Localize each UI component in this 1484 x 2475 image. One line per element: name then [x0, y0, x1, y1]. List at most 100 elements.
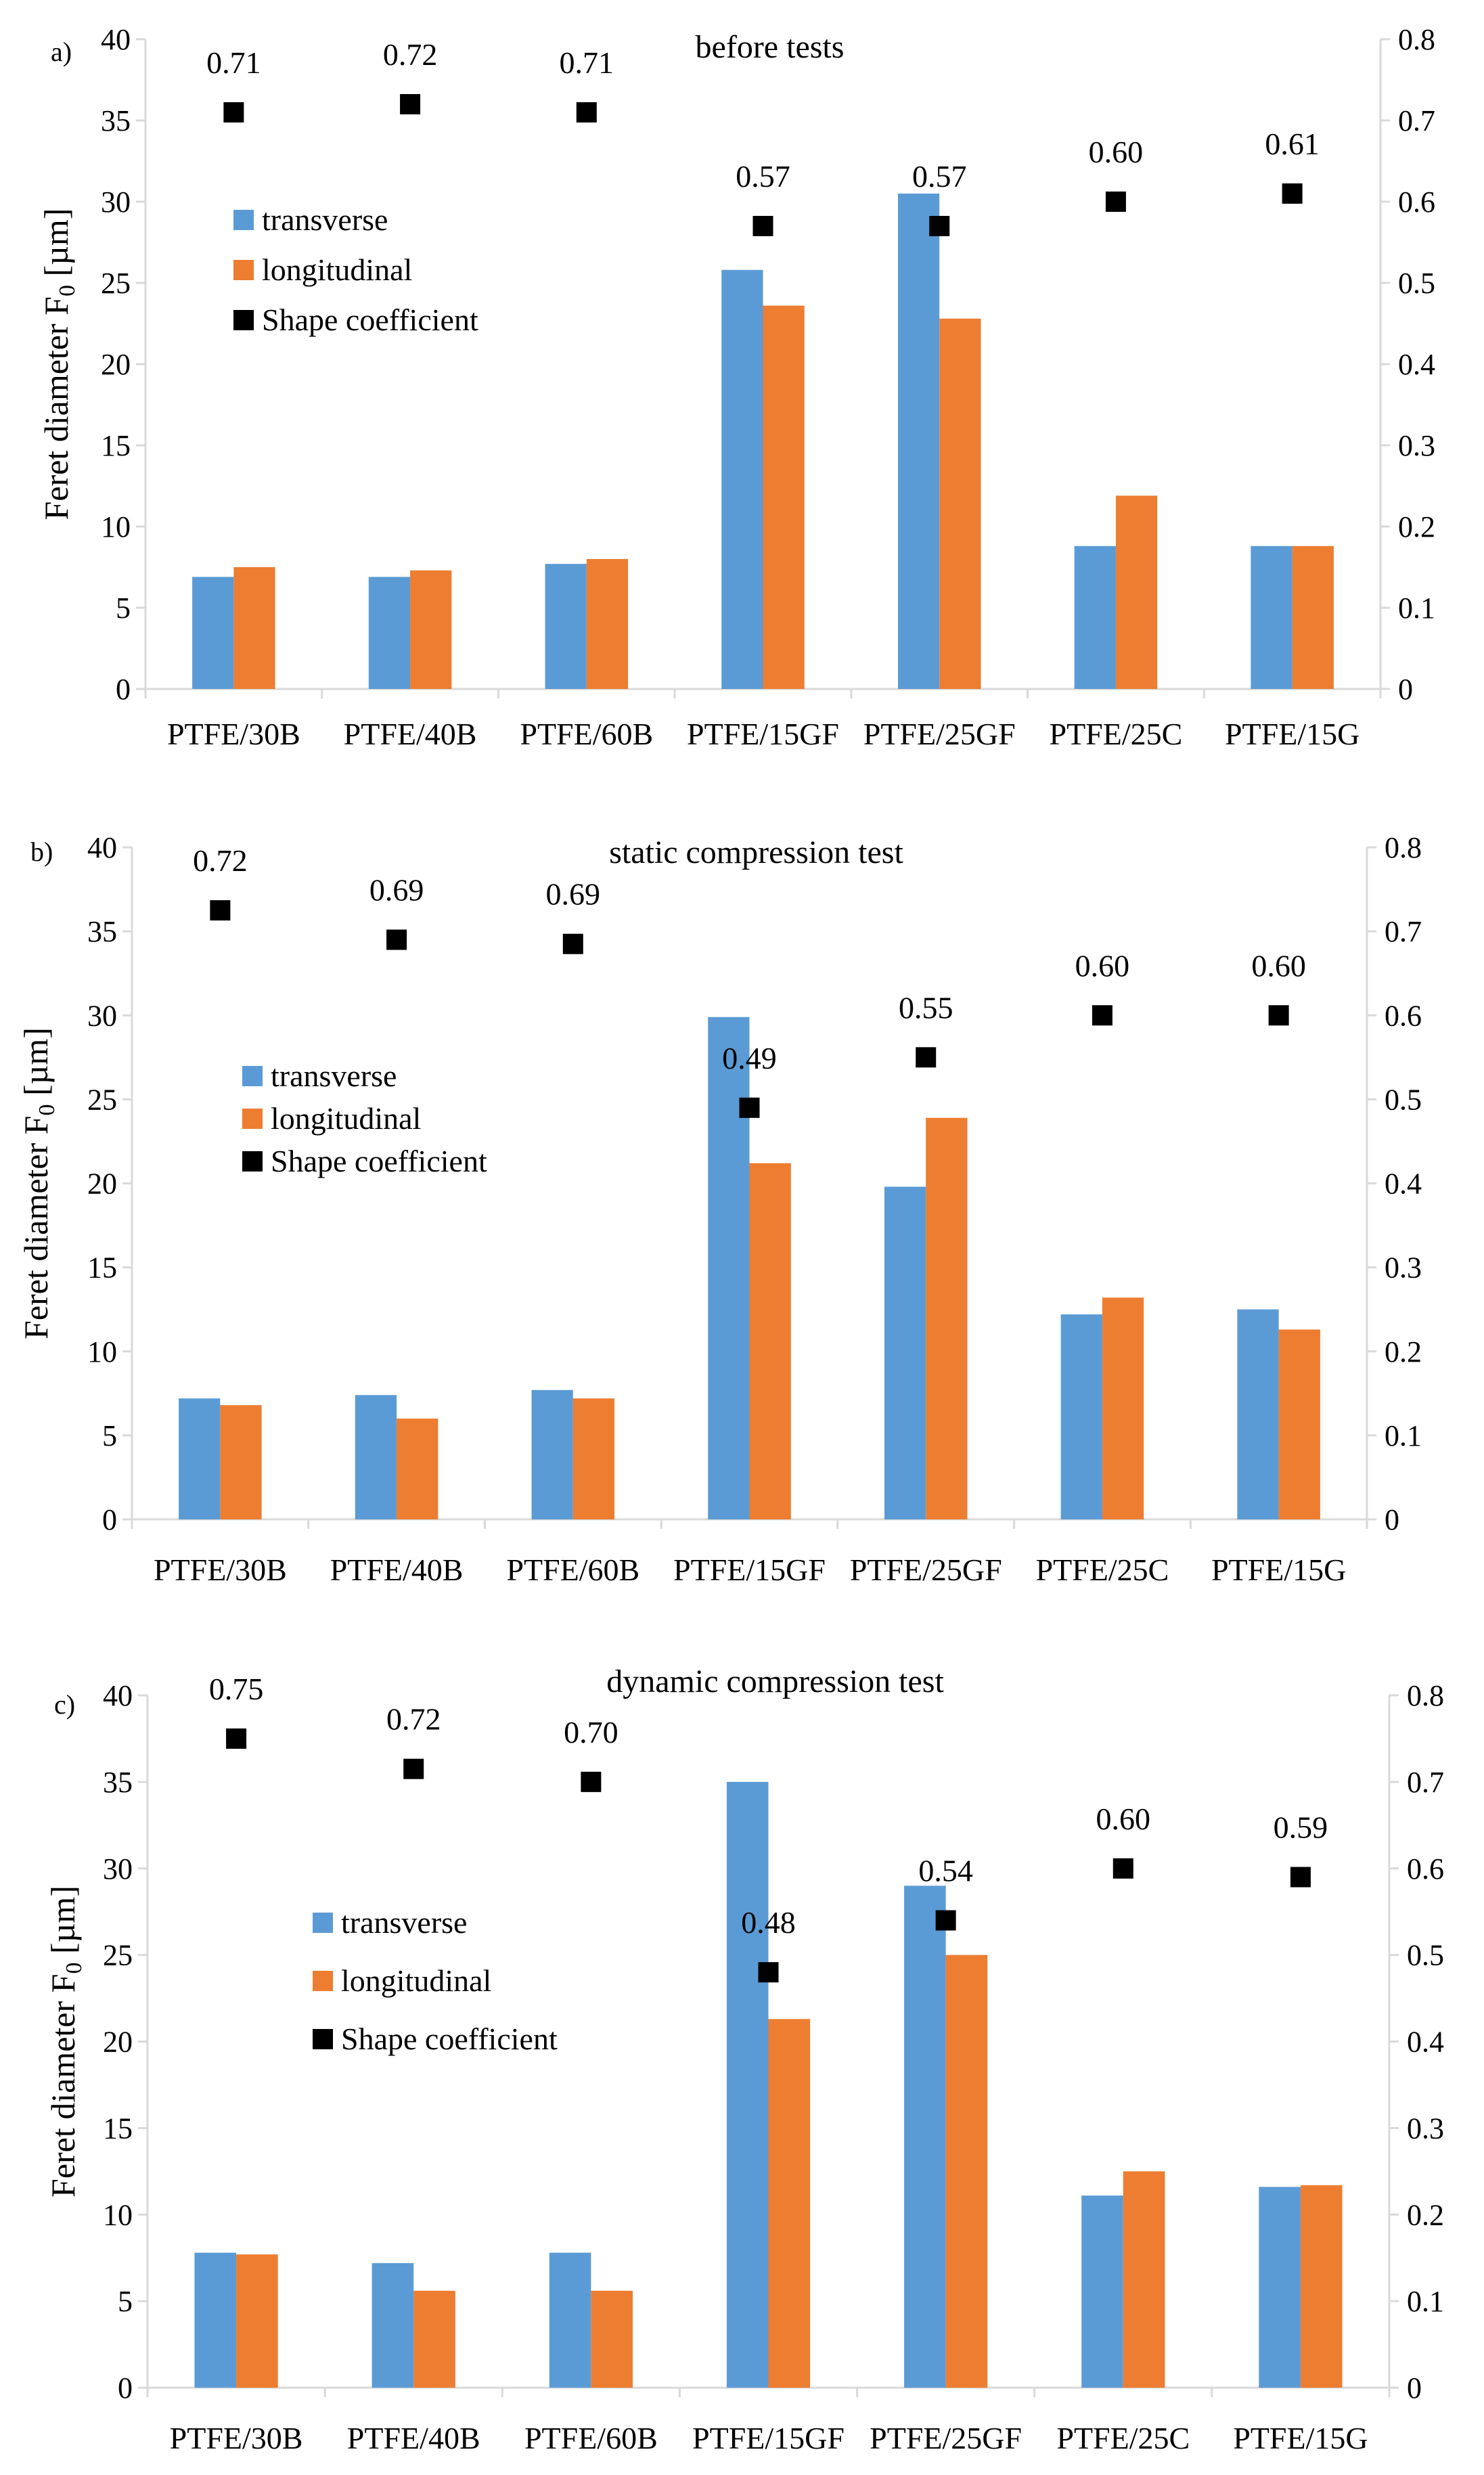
bar-longitudinal: [939, 318, 981, 689]
legend-transverse-swatch: [242, 1066, 263, 1086]
y-tick-label: 25: [101, 267, 131, 300]
bar-longitudinal: [749, 1163, 791, 1519]
legend-shape-coefficient-swatch: [242, 1151, 263, 1172]
bar-transverse: [726, 1781, 769, 2388]
bar-longitudinal: [1102, 1297, 1144, 1519]
category-label: PTFE/15GF: [687, 717, 839, 751]
y2-tick-label: 0.4: [1385, 1167, 1422, 1201]
panel-label: b): [30, 837, 53, 867]
y-tick-label: 40: [87, 831, 117, 864]
y-axis-label: Feret diameter F0 [µm]: [37, 208, 80, 520]
y-axis-label-sub: 0: [62, 1963, 87, 1974]
y-axis-label-unit: [µm]: [44, 1886, 82, 1963]
shape-coefficient-label: 0.71: [560, 45, 614, 80]
panel-label: c): [54, 1689, 75, 1720]
shape-coefficient-marker: [581, 1771, 602, 1792]
bar-transverse: [179, 1398, 221, 1519]
legend-transverse-swatch: [233, 210, 254, 230]
bar-longitudinal: [236, 2254, 278, 2388]
bar-transverse: [355, 1395, 397, 1519]
y2-tick-label: 0.6: [1385, 999, 1422, 1032]
legend-transverse-label: transverse: [262, 202, 388, 237]
shape-coefficient-label: 0.72: [383, 37, 438, 72]
shape-coefficient-marker: [576, 102, 597, 122]
legend-transverse-label: transverse: [341, 1905, 467, 1940]
shape-coefficient-marker: [562, 933, 583, 954]
y-tick-label: 35: [101, 104, 131, 137]
shape-coefficient-label: 0.72: [386, 1702, 441, 1737]
y-tick-label: 20: [103, 2026, 133, 2059]
y-axis-label-main: Feret diameter F: [37, 296, 75, 520]
bar-transverse: [1237, 1309, 1279, 1519]
shape-coefficient-marker: [1112, 1858, 1133, 1879]
y-axis-label-main: Feret diameter F: [17, 1116, 55, 1339]
bar-transverse: [192, 577, 234, 689]
legend-shape-coefficient-swatch: [233, 310, 254, 330]
bar-transverse: [721, 269, 763, 689]
shape-coefficient-label: 0.60: [1251, 948, 1306, 983]
shape-coefficient-label: 0.59: [1274, 1810, 1328, 1845]
category-label: PTFE/15G: [1225, 717, 1359, 751]
y2-tick-label: 0.7: [1407, 1766, 1444, 1799]
category-label: PTFE/60B: [524, 2421, 658, 2455]
legend-longitudinal-label: longitudinal: [341, 1963, 491, 1998]
category-label: PTFE/25GF: [870, 2421, 1022, 2455]
y2-tick-label: 0: [1407, 2371, 1422, 2405]
y-tick-label: 10: [87, 1335, 117, 1368]
bar-transverse: [1251, 545, 1292, 689]
chart-title: before tests: [696, 29, 845, 65]
y2-tick-label: 0.1: [1407, 2285, 1444, 2318]
legend-longitudinal-swatch: [313, 1971, 333, 1991]
shape-coefficient-label: 0.57: [736, 159, 790, 194]
bar-longitudinal: [1300, 2185, 1343, 2388]
shape-coefficient-label: 0.54: [918, 1853, 973, 1888]
y2-tick-label: 0.4: [1398, 348, 1435, 381]
shape-coefficient-marker: [1290, 1867, 1311, 1888]
shape-coefficient-marker: [935, 1910, 956, 1931]
y2-tick-label: 0.3: [1407, 2112, 1444, 2145]
shape-coefficient-label: 0.55: [899, 990, 953, 1025]
y2-tick-label: 0.7: [1398, 104, 1435, 137]
category-label: PTFE/40B: [330, 1553, 464, 1587]
shape-coefficient-label: 0.75: [209, 1672, 264, 1706]
y2-tick-label: 0.3: [1385, 1251, 1422, 1285]
y-tick-label: 30: [103, 1852, 133, 1886]
shape-coefficient-label: 0.71: [206, 45, 261, 80]
category-label: PTFE/25C: [1050, 717, 1183, 751]
shape-coefficient-label: 0.60: [1075, 948, 1130, 983]
panel-label: a): [51, 37, 72, 67]
bar-transverse: [1259, 2187, 1301, 2388]
bar-transverse: [368, 577, 411, 689]
legend-longitudinal-label: longitudinal: [262, 252, 412, 287]
y-tick-label: 0: [102, 1503, 117, 1536]
y2-tick-label: 0.1: [1385, 1419, 1422, 1452]
category-label: PTFE/15GF: [692, 2421, 845, 2455]
y2-tick-label: 0.2: [1385, 1335, 1422, 1368]
bar-longitudinal: [413, 2290, 455, 2388]
shape-coefficient-label: 0.57: [912, 159, 967, 194]
shape-coefficient-marker: [403, 1758, 424, 1779]
y-tick-label: 0: [116, 673, 131, 706]
shape-coefficient-marker: [386, 929, 407, 950]
legend-longitudinal-label: longitudinal: [271, 1101, 421, 1136]
bar-transverse: [549, 2252, 591, 2388]
legend-shape-coefficient-label: Shape coefficient: [341, 2022, 558, 2056]
shape-coefficient-marker: [1268, 1005, 1289, 1026]
y-tick-label: 15: [87, 1251, 117, 1285]
bar-transverse: [1060, 1314, 1102, 1519]
bar-transverse: [1081, 2195, 1123, 2388]
y-tick-label: 30: [101, 185, 131, 219]
bar-longitudinal: [1123, 2171, 1165, 2388]
y2-tick-label: 0.5: [1385, 1083, 1422, 1116]
bar-transverse: [708, 1017, 750, 1519]
y-tick-label: 5: [116, 592, 131, 625]
category-label: PTFE/15G: [1211, 1553, 1346, 1587]
y2-tick-label: 0.7: [1385, 915, 1422, 948]
bar-transverse: [194, 2252, 237, 2388]
shape-coefficient-label: 0.69: [369, 873, 424, 908]
chart-title: static compression test: [609, 834, 903, 870]
y-axis-label-sub: 0: [35, 1105, 60, 1116]
y-tick-label: 5: [102, 1419, 117, 1452]
chart-panel-b: 0 5 10 15 20 25 30 35 40 0 0.1 0.2 0.3 0.4 0.5 0.6 0.7 0.…: [17, 831, 1422, 1587]
